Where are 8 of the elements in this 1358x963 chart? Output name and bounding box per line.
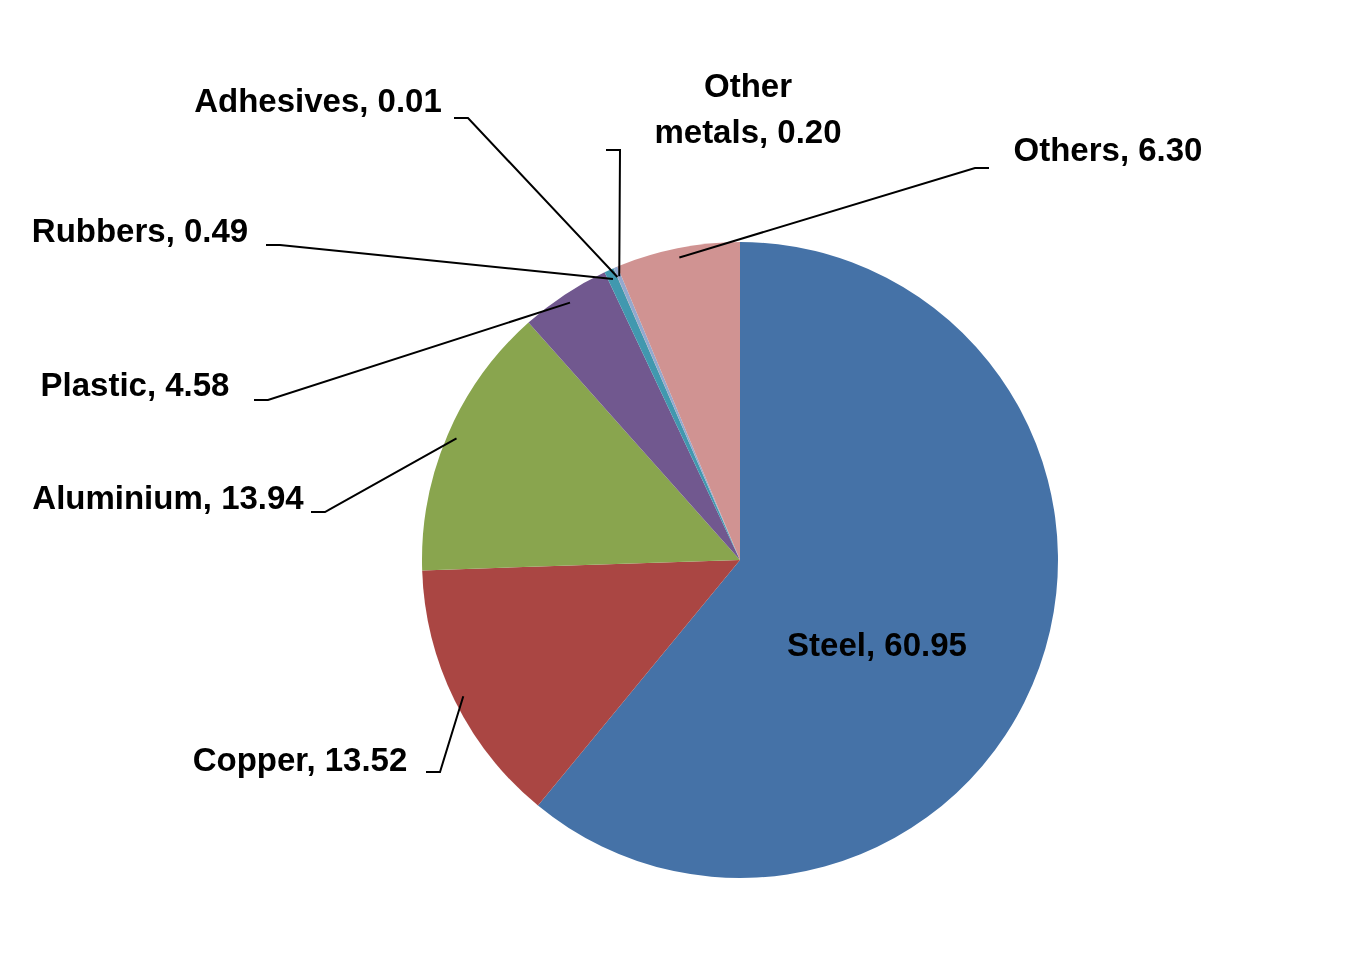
slice-label: Copper, 13.52 [192,741,408,779]
slice-label: Steel, 60.95 [787,626,967,664]
slice-label: Plastic, 4.58 [40,366,230,404]
slice-label: Others, 6.30 [1013,131,1203,169]
slice-label: Rubbers, 0.49 [31,212,249,250]
slice-label: Other metals, 0.20 [654,67,842,151]
slice-label: Adhesives, 0.01 [194,82,442,120]
slice-label: Aluminium, 13.94 [32,479,305,517]
